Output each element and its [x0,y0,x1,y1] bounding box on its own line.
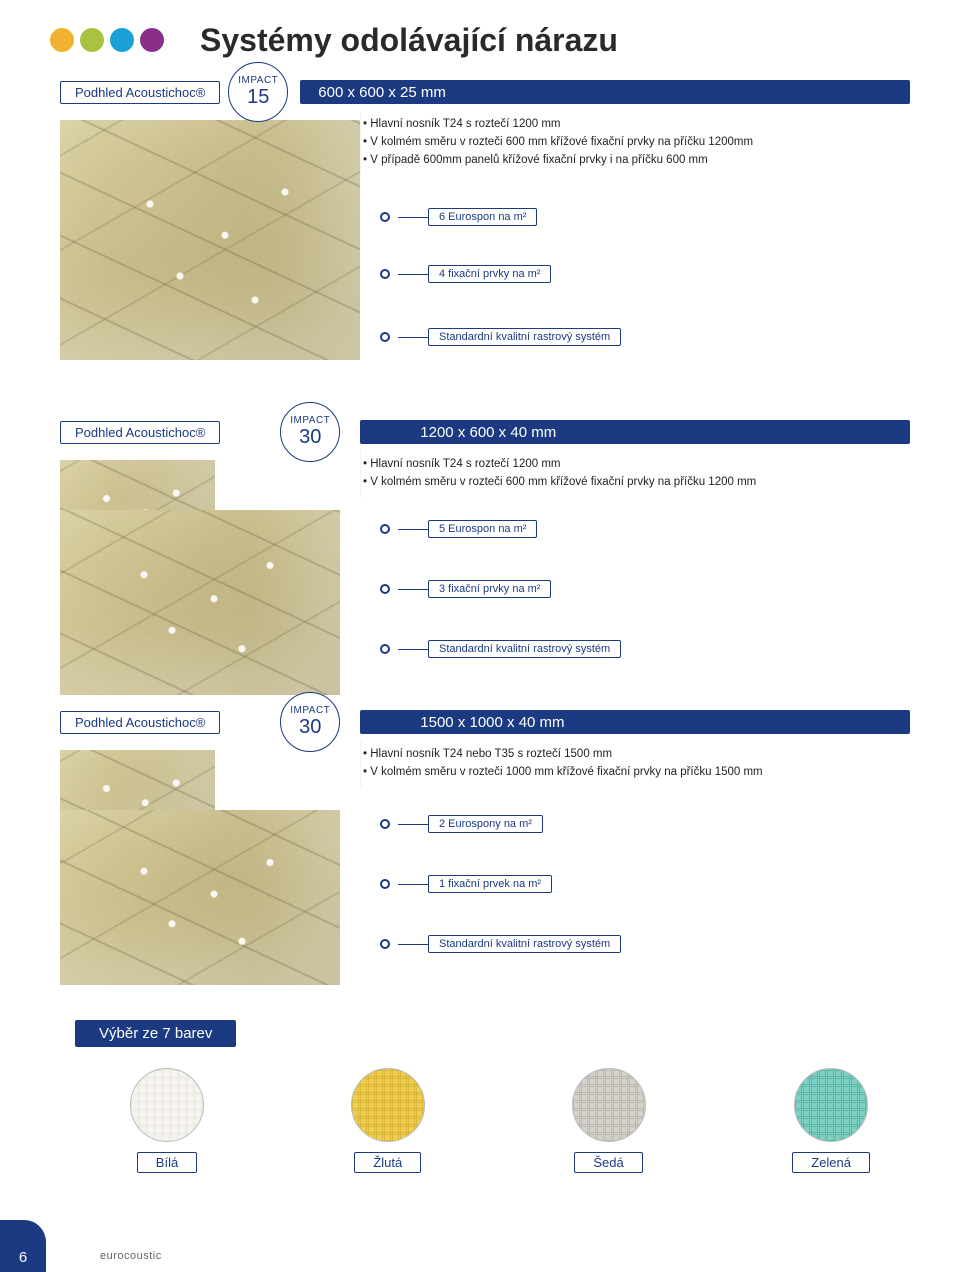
impact-badge: IMPACT 30 [280,402,340,462]
annotation: 5 Eurospon na m² [428,520,537,538]
lead-dot-icon [380,269,390,279]
swatch-row: Bílá Žlutá Šedá Zelená [130,1068,870,1173]
lead-line [398,649,428,650]
lead-dot-icon [380,524,390,534]
dot-2 [80,28,104,52]
lead-line [398,274,428,275]
swatch-label: Žlutá [354,1152,421,1173]
swatch-circle [572,1068,646,1142]
product-label: Podhled Acoustichoc® [60,711,220,734]
swatch-circle [794,1068,868,1142]
dimensions-bar: 1500 x 1000 x 40 mm [360,710,910,734]
annotation-row: 5 Eurospon na m² [380,520,537,538]
section-impact-30-b: Podhled Acoustichoc® IMPACT 30 1500 x 10… [60,710,910,990]
section-impact-30-a: Podhled Acoustichoc® IMPACT 30 1200 x 60… [60,420,910,700]
dot-4 [140,28,164,52]
lead-line [398,589,428,590]
swatch-label: Šedá [574,1152,642,1173]
lead-dot-icon [380,332,390,342]
swatch-green: Zelená [792,1068,870,1173]
lead-line [398,944,428,945]
swatch-yellow: Žlutá [351,1068,425,1173]
annotation-row: 6 Eurospon na m² [380,208,537,226]
annotation-row: 2 Eurospony na m² [380,815,543,833]
illustration [60,510,340,695]
impact-word: IMPACT [290,705,330,716]
impact-value: 15 [247,86,269,109]
dot-1 [50,28,74,52]
impact-badge: IMPACT 30 [280,692,340,752]
annotation-row: Standardní kvalitní rastrový systém [380,935,621,953]
annotation: 6 Eurospon na m² [428,208,537,226]
illustration [60,810,340,985]
lead-dot-icon [380,819,390,829]
product-label: Podhled Acoustichoc® [60,81,220,104]
lead-line [398,884,428,885]
bullet: Hlavní nosník T24 nebo T35 s roztečí 150… [363,746,910,764]
swatch-white: Bílá [130,1068,204,1173]
annotation: 4 fixační prvky na m² [428,265,551,283]
spec-bullets: Hlavní nosník T24 s roztečí 1200 mm V ko… [360,450,910,498]
annotation: 1 fixační prvek na m² [428,875,552,893]
colors-title: Výběr ze 7 barev [75,1020,236,1047]
product-label: Podhled Acoustichoc® [60,421,220,444]
annotation-row: 1 fixační prvek na m² [380,875,552,893]
bullet: Hlavní nosník T24 s roztečí 1200 mm [363,456,910,474]
lead-dot-icon [380,939,390,949]
bullet: V případě 600mm panelů křížové fixační p… [363,152,910,170]
swatch-circle [130,1068,204,1142]
annotation-row: Standardní kvalitní rastrový systém [380,328,621,346]
annotation: Standardní kvalitní rastrový systém [428,640,621,658]
lead-line [398,529,428,530]
section-impact-15: Podhled Acoustichoc® IMPACT 15 600 x 600… [60,80,910,390]
dot-3 [110,28,134,52]
footer-brand: eurocoustic [100,1250,162,1262]
impact-value: 30 [299,426,321,449]
impact-value: 30 [299,716,321,739]
spec-bullets: Hlavní nosník T24 nebo T35 s roztečí 150… [360,740,910,788]
page-number: 6 [0,1220,46,1272]
lead-line [398,337,428,338]
swatch-circle [351,1068,425,1142]
annotation-row: 4 fixační prvky na m² [380,265,551,283]
lead-line [398,824,428,825]
annotation-row: 3 fixační prvky na m² [380,580,551,598]
swatch-label: Zelená [792,1152,870,1173]
impact-badge: IMPACT 15 [228,62,288,122]
impact-word: IMPACT [238,75,278,86]
logo-dots [50,28,164,52]
annotation: 3 fixační prvky na m² [428,580,551,598]
swatch-label: Bílá [137,1152,197,1173]
bullet: V kolmém směru v rozteči 600 mm křížové … [363,134,910,152]
bullet: V kolmém směru v rozteči 600 mm křížové … [363,474,910,492]
lead-dot-icon [380,212,390,222]
lead-dot-icon [380,879,390,889]
annotation: Standardní kvalitní rastrový systém [428,935,621,953]
lead-dot-icon [380,644,390,654]
bullet: Hlavní nosník T24 s roztečí 1200 mm [363,116,910,134]
annotation-row: Standardní kvalitní rastrový systém [380,640,621,658]
annotation: Standardní kvalitní rastrový systém [428,328,621,346]
annotation: 2 Eurospony na m² [428,815,543,833]
dimensions-bar: 600 x 600 x 25 mm [300,80,910,104]
lead-line [398,217,428,218]
illustration [60,120,360,360]
impact-word: IMPACT [290,415,330,426]
swatch-grey: Šedá [572,1068,646,1173]
dimensions-bar: 1200 x 600 x 40 mm [360,420,910,444]
lead-dot-icon [380,584,390,594]
spec-bullets: Hlavní nosník T24 s roztečí 1200 mm V ko… [360,110,910,175]
bullet: V kolmém směru v rozteči 1000 mm křížové… [363,764,910,782]
page-title: Systémy odolávající nárazu [200,22,618,59]
